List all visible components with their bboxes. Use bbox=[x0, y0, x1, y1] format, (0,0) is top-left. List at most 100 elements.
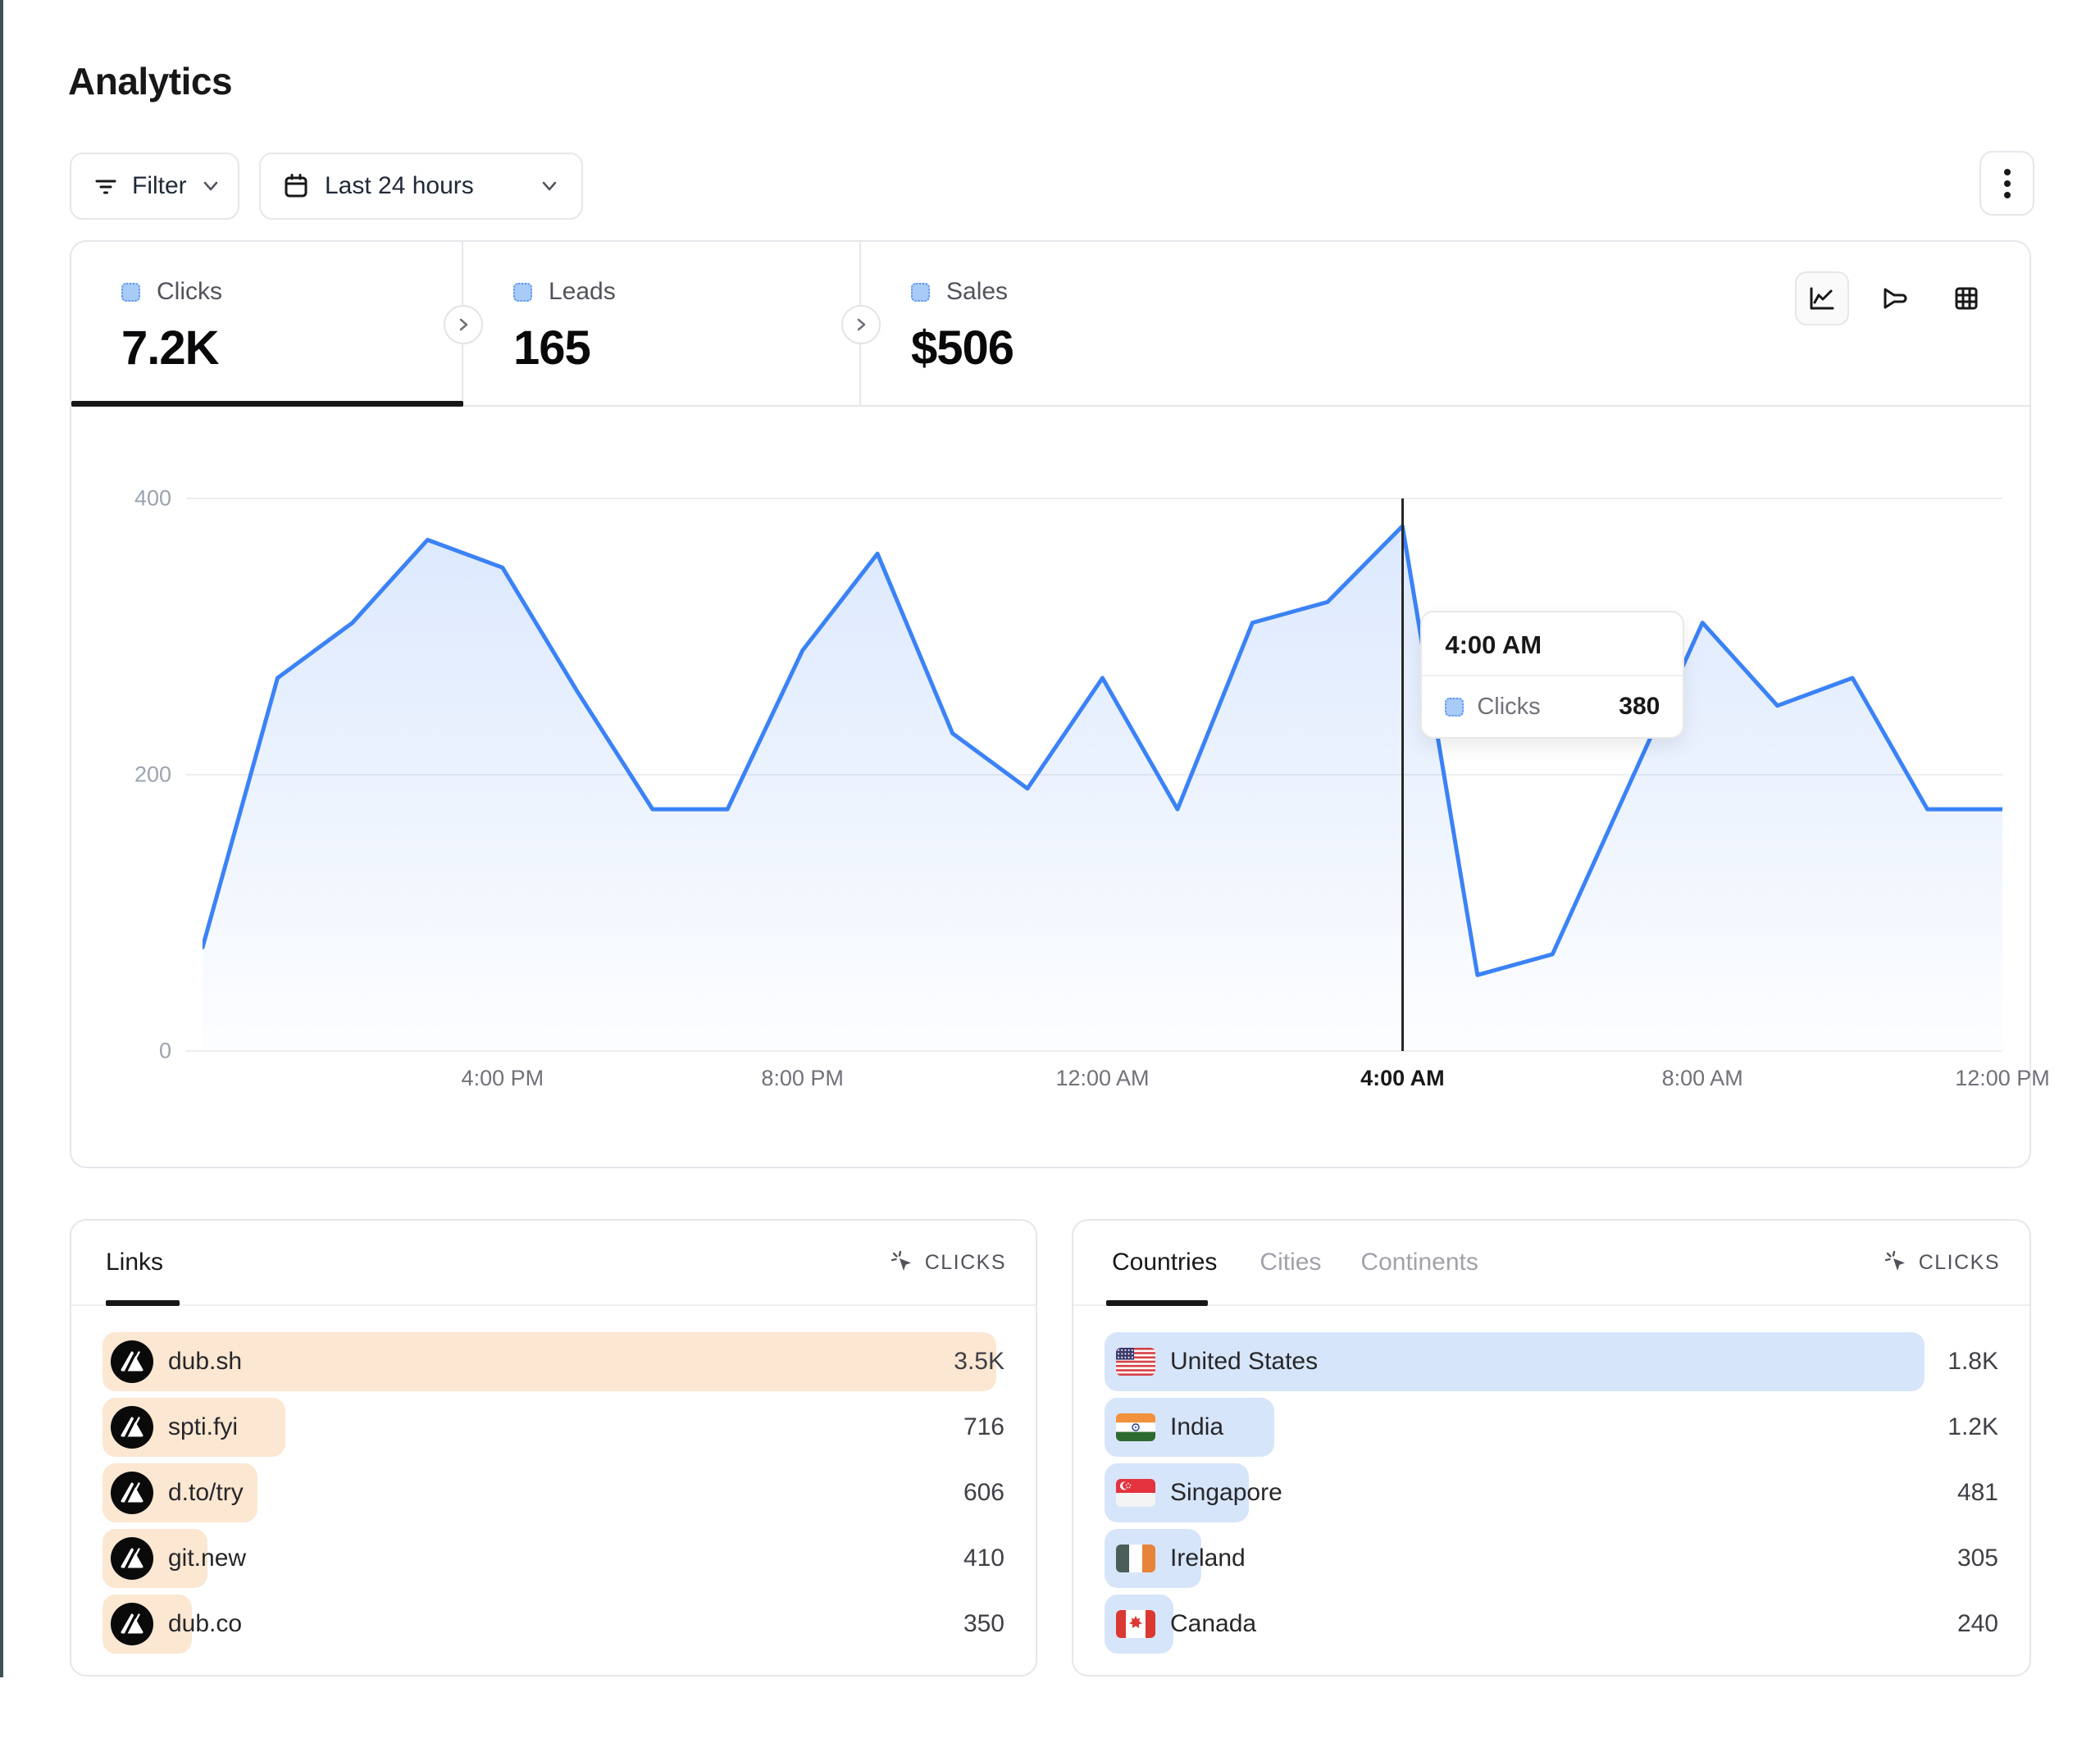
row-label: dub.co bbox=[168, 1610, 243, 1637]
row-label: Singapore bbox=[1170, 1479, 1282, 1506]
dub-logo-icon bbox=[111, 1340, 153, 1383]
flag-icon-sg bbox=[1116, 1479, 1155, 1507]
dub-logo-icon bbox=[111, 1537, 153, 1580]
tab-continents[interactable]: Continents bbox=[1360, 1249, 1478, 1276]
chevron-down-icon bbox=[203, 181, 217, 191]
row-value: 1.8K bbox=[1947, 1348, 1998, 1375]
funnel-view-button[interactable] bbox=[1867, 271, 1921, 325]
row-label: dub.sh bbox=[168, 1348, 243, 1375]
date-range-label: Last 24 hours bbox=[325, 172, 474, 199]
flag-icon-ie bbox=[1116, 1545, 1155, 1572]
table-row[interactable]: Ireland 305 bbox=[1105, 1529, 1998, 1588]
links-metric-label: CLICKS bbox=[924, 1250, 1006, 1274]
row-value: 481 bbox=[1957, 1479, 1998, 1506]
filter-button-label: Filter bbox=[132, 172, 187, 199]
geo-metric-sort-button[interactable]: CLICKS bbox=[1883, 1249, 2000, 1276]
geo-metric-label: CLICKS bbox=[1918, 1250, 2000, 1274]
links-panel: Links CLICKS dub.sh 3.5K spti.fyi 716 d.to/t… bbox=[70, 1219, 1037, 1677]
grid-icon bbox=[1955, 287, 1978, 310]
date-range-button[interactable]: Last 24 hours bbox=[259, 152, 583, 220]
row-label: United States bbox=[1170, 1348, 1319, 1375]
stat-label: Sales bbox=[946, 278, 1009, 305]
next-step-chevron-button[interactable] bbox=[444, 305, 483, 344]
line-chart-icon bbox=[1810, 287, 1834, 310]
row-label: spti.fyi bbox=[168, 1413, 239, 1440]
links-metric-sort-button[interactable]: CLICKS bbox=[889, 1249, 1006, 1276]
stat-tab-sales[interactable]: Sales $506 bbox=[861, 242, 1255, 407]
calendar-icon bbox=[285, 174, 307, 198]
dub-logo-icon bbox=[111, 1406, 153, 1449]
table-view-button[interactable] bbox=[1939, 271, 1993, 325]
flag-icon-ca bbox=[1116, 1610, 1155, 1638]
filter-button[interactable]: Filter bbox=[70, 152, 239, 220]
tooltip-series-swatch bbox=[1445, 697, 1465, 717]
area-fill bbox=[203, 525, 2002, 1051]
tab-cities[interactable]: Cities bbox=[1260, 1249, 1322, 1276]
row-label: Ireland bbox=[1170, 1545, 1246, 1572]
stat-tab-clicks[interactable]: Clicks 7.2K bbox=[71, 242, 463, 407]
x-axis-tick-label: 8:00 AM bbox=[1661, 1066, 1743, 1090]
cursor-click-icon bbox=[1884, 1250, 1905, 1271]
stat-tab-leads[interactable]: Leads 165 bbox=[463, 242, 861, 407]
stat-label: Leads bbox=[549, 278, 616, 305]
clicks-area-chart[interactable] bbox=[203, 498, 2002, 1051]
stats-tab-row: Clicks 7.2K Leads 165 Sales $506 bbox=[71, 242, 2029, 407]
row-value: 3.5K bbox=[954, 1348, 1004, 1375]
countries-tab-underline bbox=[1106, 1300, 1208, 1306]
funnel-icon bbox=[1884, 288, 1907, 309]
page-left-edge-strip bbox=[0, 0, 3, 1677]
links-tab-underline bbox=[106, 1300, 180, 1306]
table-row[interactable]: dub.co 350 bbox=[102, 1595, 1004, 1654]
row-value: 716 bbox=[963, 1413, 1004, 1440]
x-axis-tick-label: 8:00 PM bbox=[761, 1066, 844, 1090]
leads-legend-swatch bbox=[513, 282, 532, 302]
x-axis-tick-label: 4:00 PM bbox=[461, 1066, 544, 1090]
table-row[interactable]: d.to/try 606 bbox=[102, 1463, 1004, 1522]
row-label: India bbox=[1170, 1413, 1224, 1440]
chart-view-toggles bbox=[1795, 271, 1993, 325]
chart-gridline bbox=[186, 1050, 2002, 1052]
sales-legend-swatch bbox=[911, 282, 930, 302]
tab-links[interactable]: Links bbox=[106, 1249, 164, 1276]
table-row[interactable]: Singapore 481 bbox=[1105, 1463, 1998, 1522]
stat-value: 7.2K bbox=[121, 321, 220, 375]
row-bar bbox=[1105, 1332, 1925, 1391]
row-value: 606 bbox=[963, 1479, 1004, 1506]
y-axis-tick-label: 200 bbox=[134, 762, 171, 787]
table-row[interactable]: dub.sh 3.5K bbox=[102, 1332, 1004, 1391]
chart-gridline bbox=[186, 498, 2002, 499]
stat-label: Clicks bbox=[157, 278, 222, 305]
tooltip-time: 4:00 AM bbox=[1422, 612, 1683, 676]
active-tab-underline bbox=[71, 401, 463, 407]
page-title: Analytics bbox=[68, 60, 233, 102]
chevron-down-icon bbox=[542, 181, 557, 191]
table-row[interactable]: United States 1.8K bbox=[1105, 1332, 1998, 1391]
row-value: 305 bbox=[1957, 1545, 1998, 1572]
row-value: 240 bbox=[1957, 1610, 1998, 1637]
chart-tooltip: 4:00 AM Clicks 380 bbox=[1420, 611, 1685, 739]
tab-countries[interactable]: Countries bbox=[1112, 1249, 1218, 1276]
row-label: git.new bbox=[168, 1545, 247, 1572]
x-axis-tick-label: 12:00 PM bbox=[1955, 1066, 2050, 1090]
x-axis-tick-label: 4:00 AM bbox=[1360, 1066, 1445, 1090]
row-value: 350 bbox=[963, 1610, 1004, 1637]
x-axis-tick-label: 12:00 AM bbox=[1055, 1066, 1150, 1090]
chevron-right-icon bbox=[857, 318, 866, 331]
stat-value: 165 bbox=[513, 321, 591, 375]
flag-icon-in bbox=[1116, 1413, 1155, 1441]
tooltip-series-label: Clicks bbox=[1477, 693, 1541, 720]
tooltip-value: 380 bbox=[1619, 693, 1660, 720]
y-axis-tick-label: 400 bbox=[134, 485, 171, 511]
kebab-menu-icon bbox=[2003, 168, 2011, 198]
table-row[interactable]: India 1.2K bbox=[1105, 1398, 1998, 1457]
more-options-button[interactable] bbox=[1979, 151, 2034, 216]
filter-icon bbox=[95, 180, 116, 194]
table-row[interactable]: git.new 410 bbox=[102, 1529, 1004, 1588]
chart-hover-line bbox=[1401, 498, 1404, 1051]
chevron-right-icon bbox=[459, 318, 468, 331]
table-row[interactable]: spti.fyi 716 bbox=[102, 1398, 1004, 1457]
analytics-card: Clicks 7.2K Leads 165 Sales $506 bbox=[70, 240, 2050, 1168]
table-row[interactable]: Canada 240 bbox=[1105, 1595, 1998, 1654]
next-step-chevron-button[interactable] bbox=[841, 305, 881, 344]
line-chart-view-button[interactable] bbox=[1795, 271, 1849, 325]
